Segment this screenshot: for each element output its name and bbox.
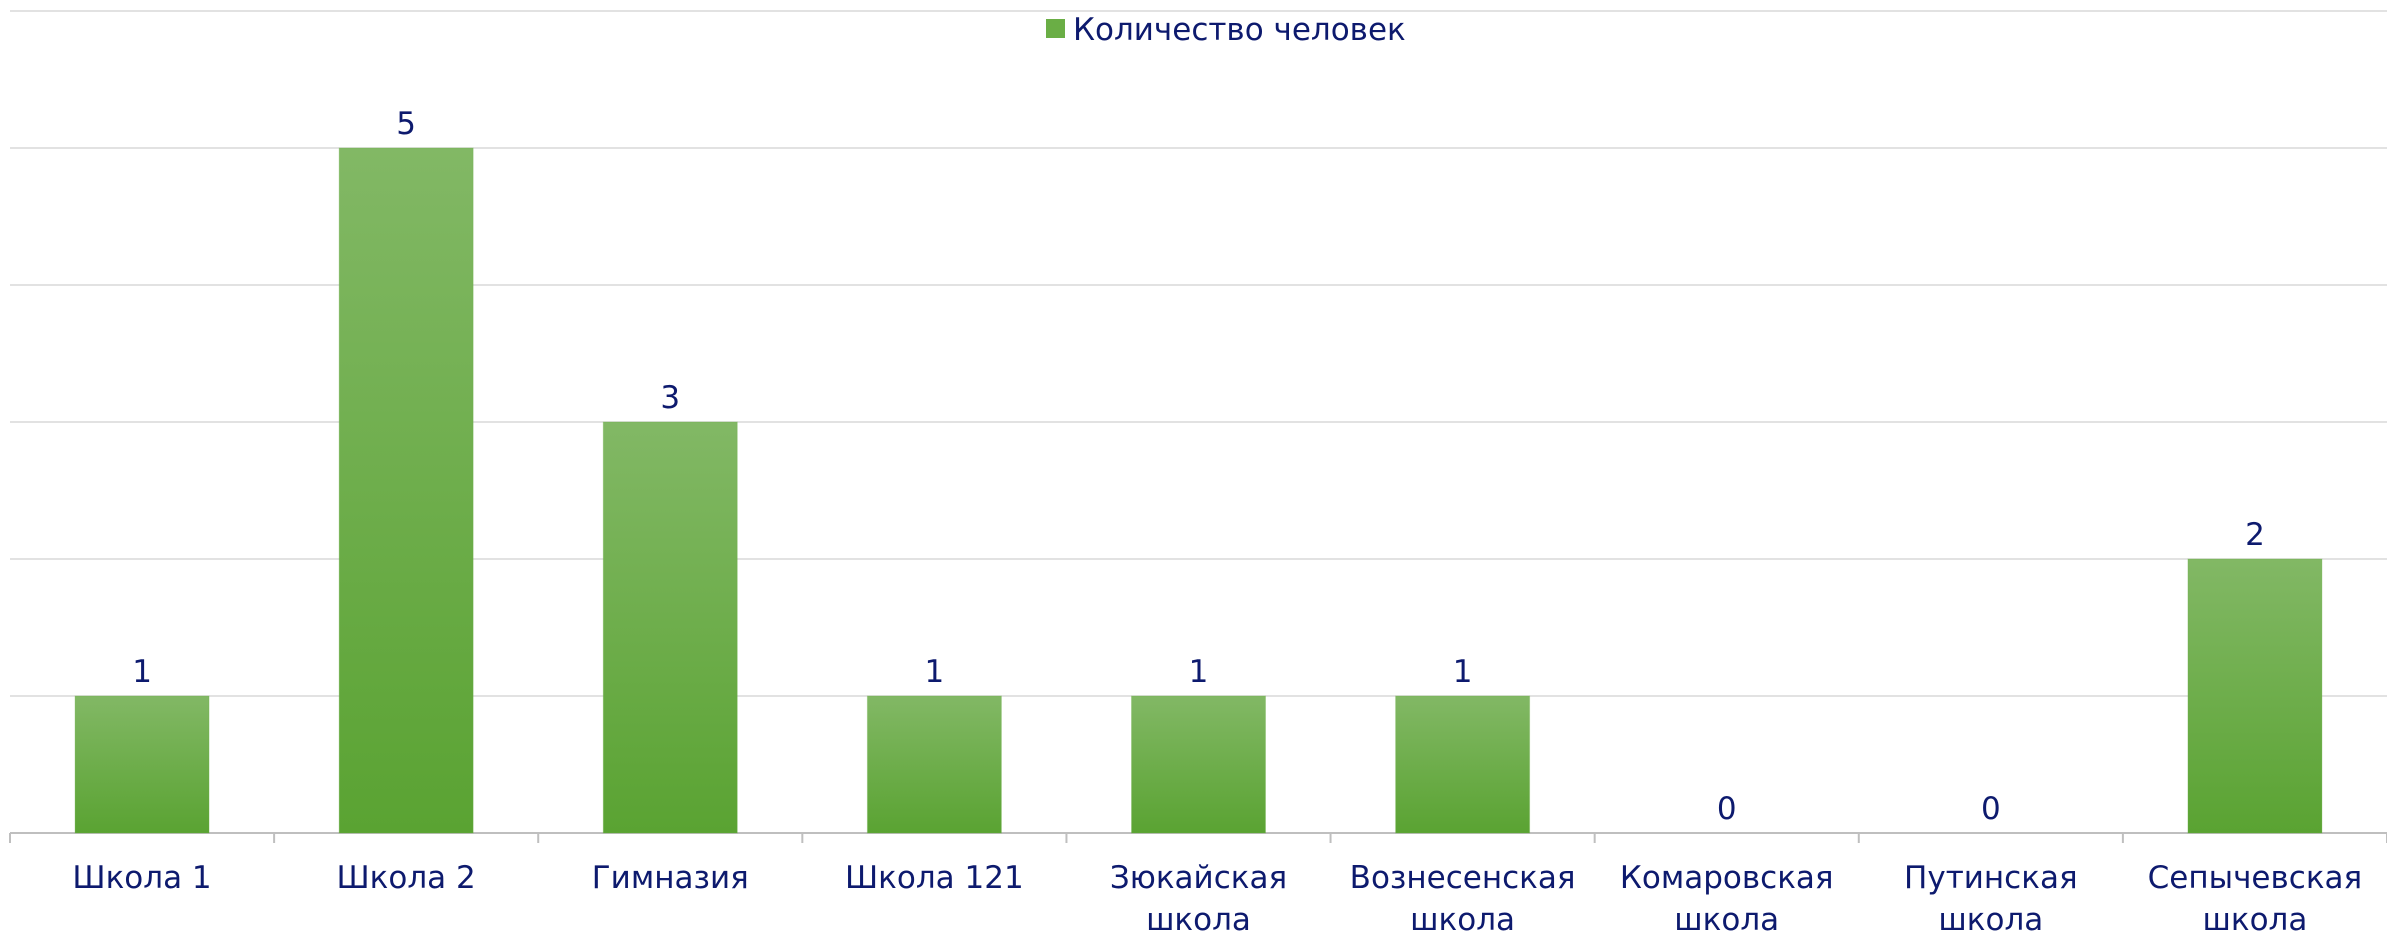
bar [602, 421, 738, 834]
data-label: 5 [396, 106, 416, 142]
x-tick-label: Вознесенская школа [1349, 860, 1576, 938]
data-label: 2 [2245, 517, 2265, 553]
legend-label: Количество человек [1073, 12, 1406, 48]
x-tick-label: Зюкайская школа [1109, 860, 1288, 938]
legend-swatch [1046, 19, 1065, 38]
bar [2187, 558, 2323, 834]
x-tick-label: Школа 2 [336, 860, 476, 896]
data-label: 1 [132, 654, 152, 690]
data-label: 3 [660, 380, 680, 416]
x-tick-label: Комаровская школа [1619, 860, 1834, 938]
data-label: 0 [1717, 791, 1737, 827]
x-tick-label: Школа 1 [72, 860, 212, 896]
data-label: 1 [1189, 654, 1209, 690]
x-tick-label: Путинская школа [1904, 860, 2078, 938]
data-label: 1 [925, 654, 945, 690]
data-label: 0 [1981, 791, 2001, 827]
data-label: 1 [1453, 654, 1473, 690]
x-tick-label: Сепычевская школа [2147, 860, 2363, 938]
x-tick-label: Гимназия [591, 860, 749, 896]
x-tick-label: Школа 121 [845, 860, 1024, 896]
bar [866, 695, 1002, 834]
bar [1395, 695, 1531, 834]
bar [338, 147, 474, 834]
bar [74, 695, 210, 834]
bar [1131, 695, 1266, 834]
